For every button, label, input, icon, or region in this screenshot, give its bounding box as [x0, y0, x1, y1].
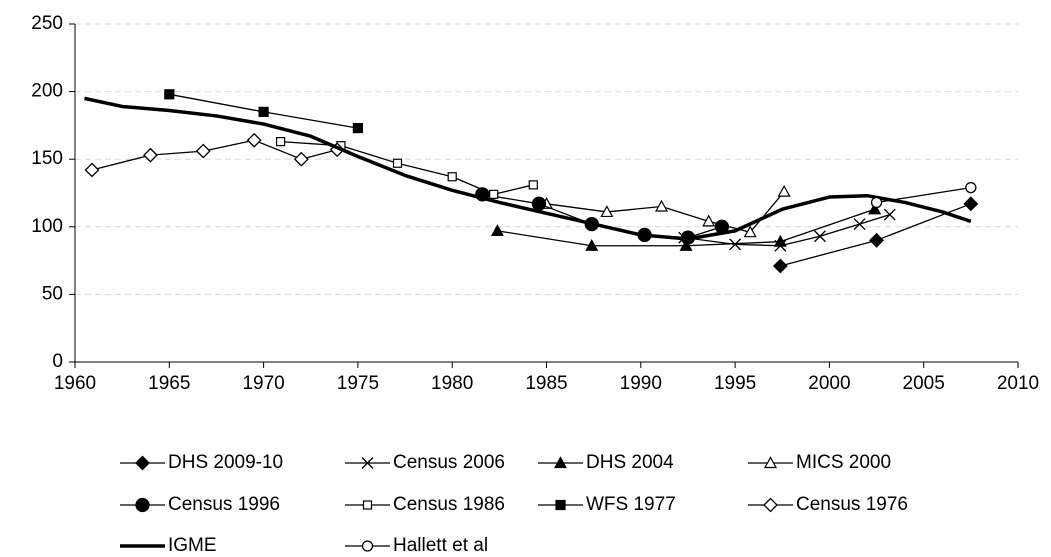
legend-marker	[553, 456, 568, 469]
marker	[679, 238, 693, 251]
x-tick-label: 1970	[242, 373, 284, 394]
marker	[275, 137, 286, 147]
legend-marker	[135, 497, 150, 513]
marker	[963, 196, 979, 212]
marker	[853, 218, 866, 231]
marker	[84, 162, 100, 178]
marker	[883, 208, 896, 221]
legend-label: IGME	[168, 535, 217, 556]
marker	[702, 214, 716, 227]
marker	[870, 196, 883, 209]
y-tick-label: 0	[52, 351, 63, 372]
marker	[585, 238, 599, 251]
marker	[195, 143, 211, 159]
marker	[743, 225, 757, 238]
x-tick-label: 2000	[808, 373, 850, 394]
legend-marker	[362, 500, 373, 510]
x-tick-label: 1990	[620, 373, 662, 394]
marker	[814, 230, 826, 243]
marker	[729, 238, 742, 251]
series-line	[280, 140, 534, 196]
x-tick-label: 2010	[997, 373, 1039, 394]
x-tick-label: 2005	[903, 373, 945, 394]
x-tick-label: 1980	[431, 373, 473, 394]
marker	[352, 123, 363, 134]
marker	[528, 180, 538, 190]
legend-label: Census 1996	[168, 494, 280, 515]
marker	[447, 172, 457, 182]
marker	[531, 196, 547, 211]
legend-label: Census 2006	[393, 452, 505, 473]
x-tick-label: 1985	[525, 373, 567, 394]
x-tick-label: 1975	[337, 373, 379, 394]
marker	[143, 147, 158, 163]
legend-marker	[135, 455, 150, 471]
legend-marker	[555, 499, 566, 511]
legend-marker	[763, 456, 778, 469]
x-tick-label: 1965	[148, 373, 190, 394]
legend-label: Census 1976	[796, 494, 908, 515]
y-tick-label: 250	[31, 13, 63, 34]
y-tick-label: 100	[31, 216, 63, 237]
marker	[868, 202, 882, 215]
series-line	[91, 139, 338, 171]
x-tick-label: 1995	[714, 373, 756, 394]
series-line	[684, 214, 890, 247]
legend-label: WFS 1977	[586, 494, 676, 515]
legend-marker	[361, 540, 374, 552]
y-tick-label: 200	[31, 81, 63, 102]
legend-label: Census 1986	[393, 494, 505, 515]
legend-label: MICS 2000	[796, 452, 891, 473]
series-line	[546, 191, 785, 233]
marker	[164, 89, 175, 100]
legend-marker	[361, 457, 374, 469]
series-line	[876, 186, 971, 204]
legend-label: DHS 2004	[586, 452, 674, 473]
x-tick-label: 1960	[54, 373, 96, 394]
y-tick-label: 50	[42, 283, 63, 304]
marker	[965, 181, 977, 194]
legend-marker	[763, 497, 778, 513]
marker	[392, 158, 403, 168]
marker	[246, 132, 262, 148]
marker	[655, 199, 669, 212]
legend-label: Hallett et al	[393, 535, 488, 556]
marker	[489, 189, 499, 199]
marker	[773, 234, 787, 247]
marker	[258, 106, 269, 117]
marker	[600, 205, 614, 218]
series-line	[84, 96, 972, 241]
marker	[777, 184, 791, 197]
marker	[293, 151, 309, 167]
marker	[772, 258, 788, 274]
marker	[869, 232, 884, 248]
y-tick-label: 150	[31, 148, 63, 169]
legend-label: DHS 2009-10	[168, 452, 283, 473]
marker	[490, 224, 504, 236]
